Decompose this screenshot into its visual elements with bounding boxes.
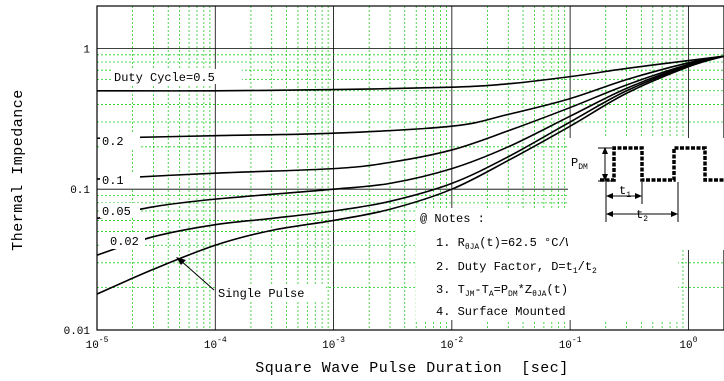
- pdm-arrowhead-down: [602, 174, 608, 181]
- label-bg: [100, 234, 145, 249]
- curve-duty-cycle-0-5: [96, 55, 724, 92]
- label-bg: [216, 285, 326, 300]
- x-tick-label: 10-5: [86, 336, 109, 352]
- t2-label: t2: [636, 208, 648, 224]
- series-label-0-5: Duty Cycle=0.5: [114, 71, 215, 85]
- label-bg: [100, 173, 140, 188]
- pulse-wave: [600, 146, 724, 182]
- series-labels: Duty Cycle=0.5 0.2 0.1 0.05 0.02 Single …: [100, 69, 326, 301]
- t1-label: t1: [619, 184, 631, 200]
- curve-single-pulse: [96, 55, 724, 295]
- note-2: 2. Duty Factor, D=t1/t2: [436, 260, 597, 276]
- y-tick-label: 1: [83, 44, 90, 56]
- curve-0-2: [96, 55, 724, 140]
- tick-labels: 10-5 10-4 10-3 10-2 10-1 100 0.01 0.1 1: [64, 44, 698, 352]
- curve-0-05: [96, 55, 724, 220]
- x-tick-label: 10-2: [440, 336, 463, 352]
- single-pulse-arrow: [179, 259, 215, 291]
- curve-0-1: [96, 55, 724, 180]
- t1-arrowhead-left: [606, 193, 613, 199]
- curve-0-02: [96, 55, 724, 256]
- single-pulse-arrowhead: [176, 257, 186, 265]
- y-tick-label: 0.01: [64, 326, 91, 338]
- series-label-single-pulse: Single Pulse: [218, 287, 304, 301]
- pdm-label: PDM: [571, 156, 588, 172]
- y-tick-label: 0.1: [70, 185, 90, 197]
- pulse-waveform-diagram: PDM t1 t2: [568, 138, 724, 250]
- x-axis-title: Square Wave Pulse Duration [sec]: [255, 360, 569, 377]
- waveform-bg: [568, 138, 724, 250]
- series-label-0-02: 0.02: [110, 235, 139, 249]
- series-label-0-1: 0.1: [102, 174, 124, 188]
- label-bg: [112, 69, 242, 84]
- series-label-0-2: 0.2: [102, 135, 124, 149]
- pdm-arrowhead-up: [602, 147, 608, 154]
- x-tick-label: 100: [679, 336, 697, 352]
- x-tick-label: 10-1: [559, 336, 582, 352]
- x-tick-label: 10-3: [322, 336, 345, 352]
- data-curves: [96, 55, 724, 295]
- t2-arrowhead-right: [671, 211, 678, 217]
- t2-arrowhead-left: [606, 211, 613, 217]
- note-3: 3. TJM-TA=PDM*ZθJA(t): [436, 283, 568, 299]
- series-label-0-05: 0.05: [102, 205, 131, 219]
- t1-arrowhead-right: [635, 193, 642, 199]
- label-bg: [100, 134, 140, 149]
- y-axis-title: Thermal Impedance: [10, 89, 27, 251]
- x-tick-label: 10-4: [204, 336, 227, 352]
- note-4: 4. Surface Mounted: [436, 305, 566, 319]
- plot-frame: [96, 5, 724, 331]
- notes-header: @ Notes :: [420, 212, 485, 226]
- label-bg: [100, 203, 140, 218]
